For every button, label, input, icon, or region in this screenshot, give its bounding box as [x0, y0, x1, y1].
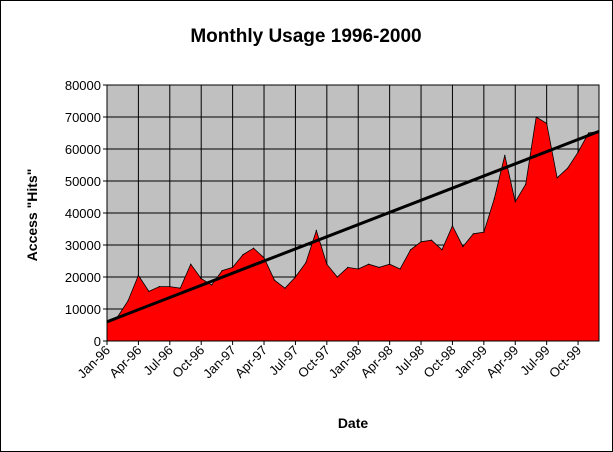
y-tick-label: 10000	[65, 302, 101, 317]
x-axis-title: Date	[338, 415, 369, 431]
y-tick-label: 80000	[65, 78, 101, 93]
y-tick-label: 50000	[65, 174, 101, 189]
x-tick-label: Apr-96	[106, 343, 144, 381]
area-series	[107, 117, 599, 341]
x-tick-label: Apr-99	[483, 343, 521, 381]
y-tick-label: 60000	[65, 142, 101, 157]
y-tick-label: 40000	[65, 206, 101, 221]
x-tick-label: Jan-98	[326, 343, 365, 382]
x-tick-label: Apr-97	[232, 343, 270, 381]
x-tick-label: Jan-99	[451, 343, 490, 382]
x-tick-label: Oct-98	[420, 343, 458, 381]
y-axis-title: Access "Hits"	[24, 169, 40, 262]
y-tick-label: 20000	[65, 270, 101, 285]
y-tick-label: 0	[94, 334, 101, 349]
x-tick-label: Oct-99	[546, 343, 584, 381]
trendline	[106, 130, 600, 324]
chart-title: Monthly Usage 1996-2000	[190, 26, 421, 47]
y-tick-label: 70000	[65, 110, 101, 125]
y-tick-label: 30000	[65, 238, 101, 253]
area-outline	[106, 116, 600, 323]
x-tick-label: Jan-97	[200, 343, 239, 382]
x-tick-label: Apr-98	[358, 343, 396, 381]
x-tick-label: Oct-96	[169, 343, 207, 381]
plot-area: 0 10000 20000 30000 40000 50000 60000 70000 8000…	[65, 78, 600, 381]
x-tick-label: Oct-97	[295, 343, 333, 381]
